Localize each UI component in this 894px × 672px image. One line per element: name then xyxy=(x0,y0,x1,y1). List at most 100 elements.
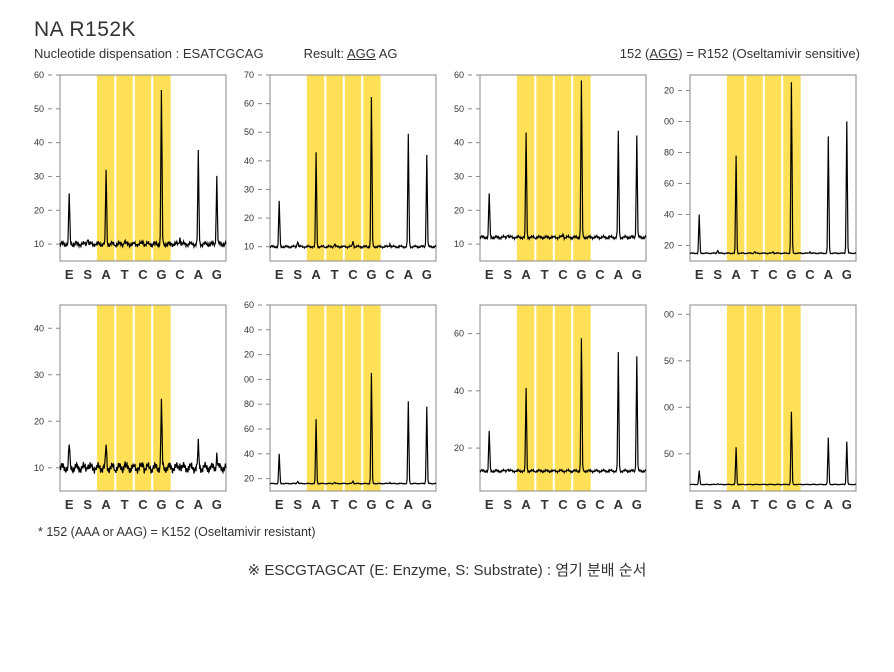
svg-text:140: 140 xyxy=(244,156,254,166)
svg-text:E: E xyxy=(695,267,704,282)
svg-text:A: A xyxy=(731,267,741,282)
svg-text:140: 140 xyxy=(34,323,44,333)
svg-text:110: 110 xyxy=(34,239,44,249)
svg-text:200: 200 xyxy=(244,374,254,384)
svg-text:G: G xyxy=(156,267,166,282)
svg-text:160: 160 xyxy=(34,70,44,80)
svg-text:S: S xyxy=(713,267,722,282)
dispensation-block: Nucleotide dispensation : ESATCGCAG xyxy=(34,46,264,61)
svg-text:170: 170 xyxy=(244,70,254,80)
pyrogram-1: 110120130140150160170ESATCGCAG xyxy=(244,69,440,289)
header-row: Nucleotide dispensation : ESATCGCAG Resu… xyxy=(34,46,860,61)
result-tail: AG xyxy=(376,46,398,61)
svg-text:S: S xyxy=(83,497,92,512)
svg-text:A: A xyxy=(194,497,204,512)
svg-text:E: E xyxy=(695,497,704,512)
interpret-underlined: AGG xyxy=(649,46,678,61)
pyrogram-3: 120140160180200220ESATCGCAG xyxy=(664,69,860,289)
svg-text:A: A xyxy=(824,497,834,512)
svg-text:C: C xyxy=(175,497,185,512)
svg-text:S: S xyxy=(713,497,722,512)
svg-text:C: C xyxy=(138,267,148,282)
svg-text:130: 130 xyxy=(244,184,254,194)
plot-grid: 110120130140150160ESATCGCAG 110120130140… xyxy=(34,69,860,519)
svg-text:A: A xyxy=(521,267,531,282)
svg-text:C: C xyxy=(768,497,778,512)
svg-text:200: 200 xyxy=(664,402,674,412)
svg-text:G: G xyxy=(576,267,586,282)
svg-text:G: G xyxy=(422,267,432,282)
svg-text:160: 160 xyxy=(454,70,464,80)
svg-text:C: C xyxy=(595,267,605,282)
svg-text:C: C xyxy=(805,267,815,282)
svg-text:A: A xyxy=(194,267,204,282)
svg-text:A: A xyxy=(614,497,624,512)
svg-text:130: 130 xyxy=(454,171,464,181)
svg-text:120: 120 xyxy=(34,205,44,215)
svg-text:T: T xyxy=(541,267,549,282)
pyrogram-7: 150200250300ESATCGCAG xyxy=(664,299,860,519)
pyrogram-0: 110120130140150160ESATCGCAG xyxy=(34,69,230,289)
svg-text:G: G xyxy=(576,497,586,512)
svg-text:140: 140 xyxy=(34,138,44,148)
svg-text:C: C xyxy=(348,497,358,512)
pyrogram-5: 120140160180200220240260ESATCGCAG xyxy=(244,299,440,519)
pyrogram-6: 120140160ESATCGCAG xyxy=(454,299,650,519)
svg-text:140: 140 xyxy=(244,449,254,459)
svg-text:200: 200 xyxy=(664,117,674,127)
svg-text:C: C xyxy=(138,497,148,512)
svg-text:G: G xyxy=(366,267,376,282)
svg-text:130: 130 xyxy=(34,370,44,380)
svg-text:220: 220 xyxy=(244,350,254,360)
svg-text:C: C xyxy=(768,267,778,282)
svg-text:S: S xyxy=(503,267,512,282)
svg-text:140: 140 xyxy=(454,138,464,148)
svg-text:C: C xyxy=(595,497,605,512)
svg-text:300: 300 xyxy=(664,309,674,319)
interpret-suffix: ) = R152 (Oseltamivir sensitive) xyxy=(678,46,860,61)
svg-text:E: E xyxy=(65,267,74,282)
svg-text:T: T xyxy=(121,497,129,512)
svg-text:T: T xyxy=(331,497,339,512)
figure-root: NA R152K Nucleotide dispensation : ESATC… xyxy=(0,0,894,672)
svg-text:260: 260 xyxy=(244,300,254,310)
svg-text:160: 160 xyxy=(664,179,674,189)
svg-text:E: E xyxy=(485,497,494,512)
svg-text:G: G xyxy=(212,497,222,512)
svg-text:120: 120 xyxy=(244,213,254,223)
svg-text:S: S xyxy=(293,267,302,282)
svg-text:110: 110 xyxy=(34,463,44,473)
svg-text:C: C xyxy=(385,497,395,512)
svg-text:160: 160 xyxy=(244,424,254,434)
svg-text:C: C xyxy=(348,267,358,282)
svg-text:E: E xyxy=(275,497,284,512)
svg-text:C: C xyxy=(558,267,568,282)
interpret-prefix: 152 ( xyxy=(620,46,650,61)
svg-text:120: 120 xyxy=(664,241,674,251)
svg-text:A: A xyxy=(614,267,624,282)
svg-text:A: A xyxy=(731,497,741,512)
svg-text:110: 110 xyxy=(454,239,464,249)
svg-text:A: A xyxy=(404,267,414,282)
svg-text:160: 160 xyxy=(454,329,464,339)
dispensation-value: ESATCGCAG xyxy=(183,46,264,61)
svg-text:T: T xyxy=(121,267,129,282)
svg-text:A: A xyxy=(824,267,834,282)
pyrogram-4: 110120130140ESATCGCAG xyxy=(34,299,230,519)
svg-text:240: 240 xyxy=(244,325,254,335)
bottom-caption: ※ ESCGTAGCAT (E: Enzyme, S: Substrate) :… xyxy=(34,559,860,580)
svg-text:G: G xyxy=(366,497,376,512)
svg-text:A: A xyxy=(101,497,111,512)
svg-text:120: 120 xyxy=(454,443,464,453)
svg-text:S: S xyxy=(293,497,302,512)
dispensation-label: Nucleotide dispensation : xyxy=(34,46,179,61)
svg-text:G: G xyxy=(156,497,166,512)
svg-text:110: 110 xyxy=(244,242,254,252)
result-label: Result: xyxy=(304,46,344,61)
svg-text:C: C xyxy=(385,267,395,282)
svg-text:T: T xyxy=(541,497,549,512)
result-underlined: AGG xyxy=(347,46,376,61)
svg-text:150: 150 xyxy=(244,127,254,137)
svg-text:T: T xyxy=(751,497,759,512)
svg-text:C: C xyxy=(558,497,568,512)
